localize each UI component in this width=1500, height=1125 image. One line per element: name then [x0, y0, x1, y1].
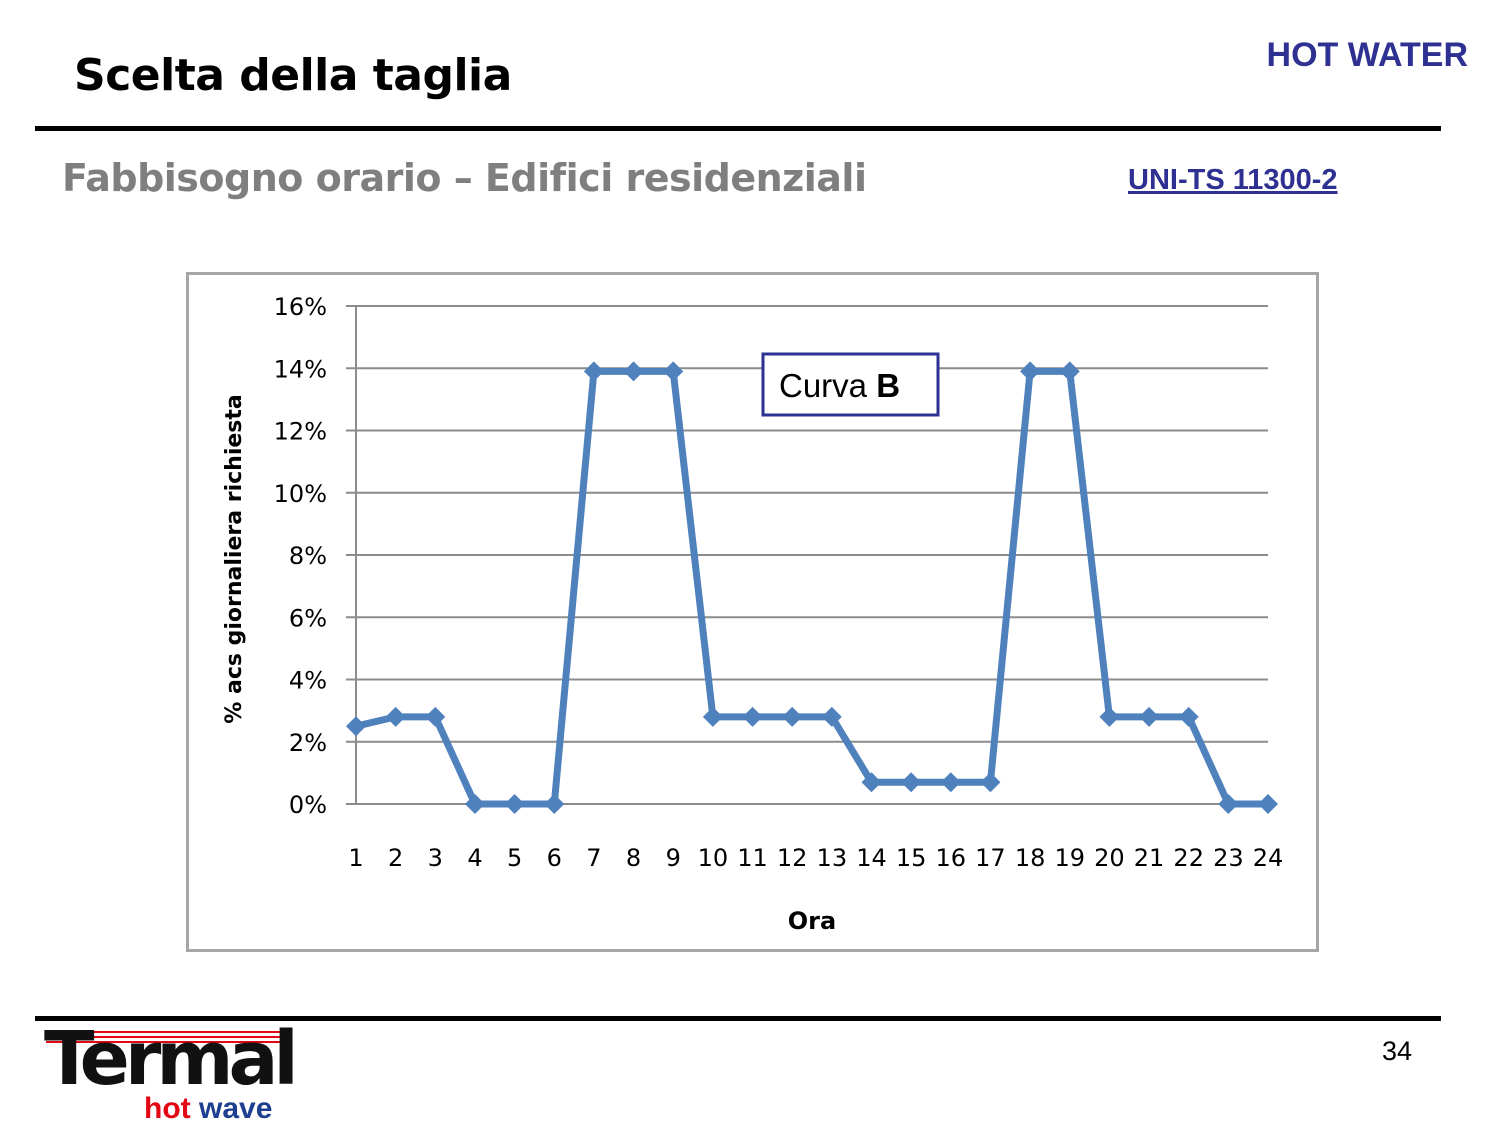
data-point-marker	[504, 794, 525, 814]
x-tick-label: 12	[777, 844, 808, 872]
x-tick-label: 21	[1134, 844, 1165, 872]
y-tick-label: 4%	[289, 667, 327, 695]
x-tick-label: 13	[817, 844, 848, 872]
data-point-marker	[1218, 794, 1239, 814]
x-tick-label: 10	[698, 844, 729, 872]
x-tick-label: 15	[896, 844, 927, 872]
y-tick-label: 6%	[289, 604, 327, 632]
x-tick-label: 24	[1253, 844, 1284, 872]
company-logo: Termal	[44, 1016, 299, 1102]
x-axis-title: Ora	[788, 907, 836, 935]
x-tick-label: 16	[936, 844, 967, 872]
norm-reference-link[interactable]: UNI-TS 11300-2	[1128, 164, 1338, 196]
logo-tagline: hot wave	[144, 1094, 272, 1124]
y-tick-label: 0%	[289, 791, 327, 819]
page-number: 34	[1381, 1036, 1412, 1066]
y-tick-label: 10%	[274, 480, 327, 508]
x-tick-label: 18	[1015, 844, 1046, 872]
x-tick-label: 11	[737, 844, 768, 872]
y-tick-label: 12%	[274, 418, 327, 446]
data-point-marker	[702, 706, 723, 727]
data-point-marker	[1258, 794, 1278, 814]
y-tick-label: 14%	[274, 355, 327, 383]
header-divider	[35, 126, 1441, 131]
line-chart: 0%2%4%6%8%10%12%14%16%1 2 3 4 5 6 7 8 9 10 11 12 13 1…	[222, 293, 1284, 935]
x-tick-label: 19	[1054, 844, 1085, 872]
x-tick-label: 2	[388, 844, 403, 872]
logo-tagline-wave: wave	[198, 1092, 273, 1125]
data-point-marker	[940, 772, 961, 793]
data-point-marker	[1020, 361, 1041, 382]
data-point-marker	[861, 772, 882, 793]
x-tick-label: 20	[1094, 844, 1125, 872]
logo-stripes	[46, 1030, 280, 1043]
data-point-marker	[742, 706, 763, 727]
y-tick-label: 8%	[289, 542, 327, 570]
data-point-marker	[623, 361, 644, 382]
data-point-marker	[1178, 706, 1199, 727]
page-subtitle: Fabbisogno orario – Edifici residenziali	[62, 156, 867, 200]
x-tick-label: 23	[1213, 844, 1244, 872]
data-point-marker	[385, 706, 406, 727]
x-tick-label: 22	[1173, 844, 1204, 872]
x-tick-label: 3	[428, 844, 443, 872]
data-point-marker	[901, 772, 922, 793]
x-tick-label: 17	[975, 844, 1006, 872]
footer-divider	[35, 1016, 1441, 1021]
curve-label-box	[761, 352, 940, 417]
x-tick-label: 5	[507, 844, 522, 872]
logo-tagline-hot: hot	[144, 1092, 191, 1125]
x-tick-label: 6	[547, 844, 562, 872]
brand-tag: HOT WATER	[1266, 36, 1468, 74]
data-point-marker	[782, 706, 803, 727]
data-point-marker	[464, 794, 485, 814]
x-tick-label: 7	[586, 844, 601, 872]
data-point-marker	[1059, 361, 1080, 382]
curve-label: Curva B	[779, 367, 900, 404]
y-tick-label: 16%	[274, 293, 327, 321]
x-tick-label: 14	[856, 844, 887, 872]
chart-frame: 0% 2% 4% 6% 8% 10% 12% 14% 16% 1 2 3 4 5 6 7 8 9 10 11 12 13 1…	[186, 272, 1319, 952]
series-line	[355, 367, 1268, 808]
x-tick-label: 1	[348, 844, 363, 872]
page-title: Scelta della taglia	[74, 50, 512, 101]
x-tick-label: 8	[626, 844, 641, 872]
x-tick-label: 4	[467, 844, 482, 872]
data-point-marker	[821, 706, 842, 727]
y-tick-label: 2%	[289, 729, 327, 757]
data-point-marker	[583, 361, 604, 382]
x-tick-label: 9	[666, 844, 681, 872]
data-point-marker	[544, 794, 565, 814]
y-axis-title: % acs giornaliera richiesta	[222, 394, 247, 723]
data-point-marker	[980, 772, 1001, 793]
data-point-marker	[1099, 706, 1120, 727]
data-point-marker	[425, 706, 446, 727]
data-point-marker	[663, 361, 684, 382]
data-point-marker	[346, 716, 366, 737]
data-point-marker	[1139, 706, 1160, 727]
